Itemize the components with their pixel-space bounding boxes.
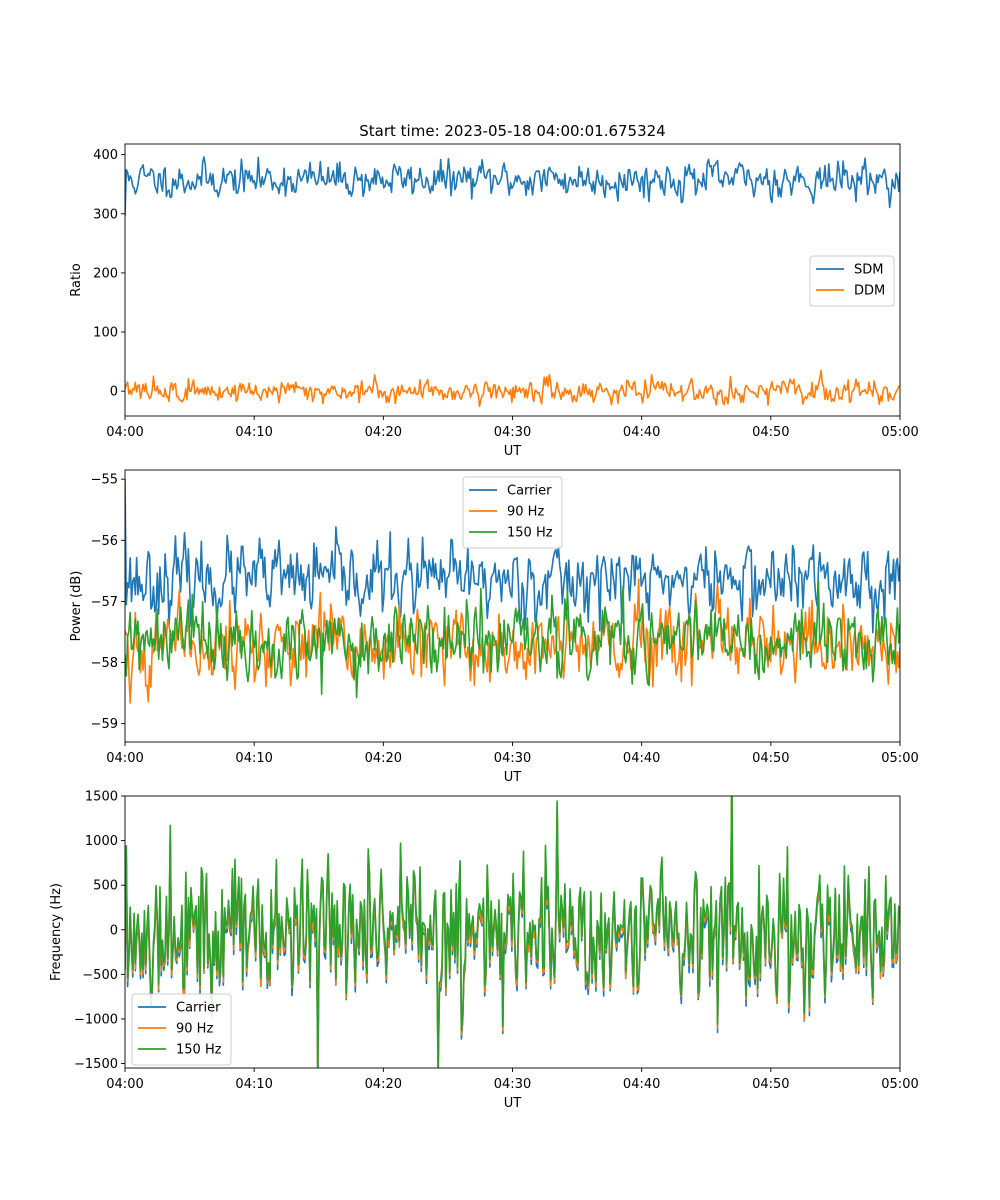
x-tick-label: 05:00 — [881, 751, 918, 766]
y-tick-label: 0 — [110, 923, 118, 938]
legend: Carrier 90 Hz 150 Hz — [462, 476, 563, 549]
y-tick-label: −57 — [91, 595, 118, 610]
y-tick-label: 1500 — [85, 790, 118, 805]
y-tick-label: 100 — [93, 326, 118, 341]
x-tick-label: 04:10 — [235, 425, 272, 440]
y-tick-label: 400 — [93, 148, 118, 163]
x-tick-label: 04:50 — [752, 1077, 789, 1092]
series-lines — [125, 796, 900, 1068]
x-tick-label: 05:00 — [881, 425, 918, 440]
y-tick-label: 0 — [110, 385, 118, 400]
x-axis-label: UT — [504, 444, 522, 459]
legend-label-sdm: SDM — [854, 263, 883, 278]
y-axis-label: Ratio — [69, 263, 84, 296]
y-tick-label: 500 — [93, 879, 118, 894]
series-line-ddm — [125, 369, 900, 407]
legend-box — [131, 993, 232, 1066]
y-tick-label: −1500 — [74, 1057, 118, 1072]
chart-panel-2: 04:00 04:10 04:20 04:30 04:40 04:50 05:00 −59 −5… — [69, 469, 919, 785]
y-tick-label: 300 — [93, 207, 118, 222]
x-axis-label: UT — [504, 1096, 522, 1111]
x-tick-label: 05:00 — [881, 1077, 918, 1092]
chart-panel-1: 04:00 04:10 04:20 04:30 04:40 04:50 05:00 0 100 2… — [69, 143, 919, 459]
x-axis-label: UT — [504, 770, 522, 785]
chart-panel-3: 04:00 04:10 04:20 04:30 04:40 04:50 05:00 −1500… — [49, 790, 919, 1112]
x-tick-label: 04:40 — [623, 425, 660, 440]
x-tick-label: 04:30 — [494, 1077, 531, 1092]
legend: Carrier 90 Hz 150 Hz — [131, 993, 232, 1066]
y-tick-label: −500 — [82, 968, 118, 983]
x-tick-label: 04:30 — [494, 751, 531, 766]
x-tick-label: 04:50 — [752, 751, 789, 766]
y-axis-label: Power (dB) — [69, 571, 84, 642]
legend-box — [462, 476, 563, 549]
y-tick-label: −56 — [91, 534, 118, 549]
series-lines — [125, 156, 900, 407]
legend-label-carrier: Carrier — [507, 484, 552, 499]
x-tick-label: 04:00 — [106, 425, 143, 440]
y-axis-label: Frequency (Hz) — [49, 883, 64, 981]
legend-label-150-hz: 150 Hz — [507, 526, 553, 541]
legend-label-ddm: DDM — [854, 284, 885, 299]
figure-title: Start time: 2023-05-18 04:00:01.675324 — [359, 122, 665, 140]
x-tick-label: 04:30 — [494, 425, 531, 440]
legend-label-carrier: Carrier — [176, 1001, 221, 1016]
x-tick-label: 04:10 — [235, 751, 272, 766]
y-tick-label: −1000 — [74, 1012, 118, 1027]
legend-label-90-hz: 90 Hz — [176, 1022, 213, 1037]
series-line-sdm — [125, 156, 900, 217]
x-tick-label: 04:50 — [752, 425, 789, 440]
series-line-carrier — [125, 479, 900, 634]
series-lines — [125, 479, 900, 704]
panels: 04:00 04:10 04:20 04:30 04:40 04:50 05:00 0 100 2… — [49, 143, 919, 1112]
y-tick-label: −59 — [91, 717, 118, 732]
series-line-90-hz — [125, 578, 900, 704]
x-tick-label: 04:20 — [365, 425, 402, 440]
legend: SDM DDM — [809, 255, 895, 307]
x-tick-label: 04:40 — [623, 1077, 660, 1092]
legend-label-150-hz: 150 Hz — [176, 1043, 222, 1058]
x-tick-label: 04:10 — [235, 1077, 272, 1092]
legend-label-90-hz: 90 Hz — [507, 505, 544, 520]
x-tick-label: 04:00 — [106, 751, 143, 766]
x-tick-label: 04:40 — [623, 751, 660, 766]
y-tick-label: 200 — [93, 266, 118, 281]
series-line-150-hz — [125, 580, 900, 699]
x-tick-label: 04:20 — [365, 1077, 402, 1092]
x-tick-label: 04:00 — [106, 1077, 143, 1092]
x-tick-label: 04:20 — [365, 751, 402, 766]
y-tick-label: 1000 — [85, 834, 118, 849]
series-line-150-hz — [125, 796, 900, 1068]
y-tick-label: −55 — [91, 473, 118, 488]
y-tick-label: −58 — [91, 656, 118, 671]
